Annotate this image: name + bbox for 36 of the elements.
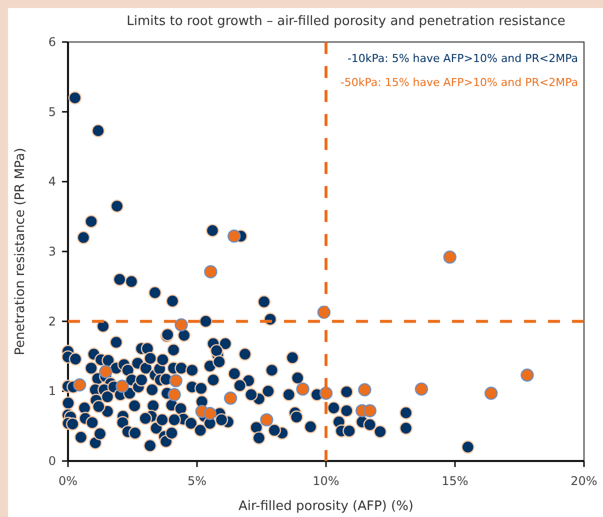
point — [363, 404, 376, 418]
point — [260, 413, 274, 426]
x-tick-label: 15% — [442, 474, 468, 488]
point — [204, 265, 218, 278]
point — [174, 318, 188, 332]
point — [443, 250, 456, 264]
y-tick-label: 5 — [48, 104, 56, 119]
text: -50kPa: 15% have AFP>10% and PR<2MPa — [340, 76, 578, 89]
y-tick-label: 4 — [48, 174, 56, 189]
point — [414, 382, 428, 396]
point — [296, 382, 310, 396]
point — [99, 365, 112, 378]
point — [484, 386, 498, 400]
y-tick-label: 6 — [48, 35, 56, 49]
point — [168, 388, 181, 402]
y-tick-label: 2 — [48, 314, 56, 328]
point — [73, 378, 86, 392]
x-tick-label: 20% — [570, 474, 598, 488]
y-axis-title: Penetration resistance (PR MPa) — [13, 148, 28, 356]
y-tick-label: 0 — [48, 454, 56, 468]
y-tick-label: 3 — [48, 244, 56, 258]
x-axis-title: Air-filled porosity (AFP) (%) — [238, 499, 414, 514]
y-tick-label: 1 — [48, 384, 56, 398]
x-tick-label: 5% — [187, 474, 207, 488]
x-tick-label: 10% — [312, 474, 340, 488]
point — [520, 368, 534, 382]
point — [228, 230, 241, 243]
point — [203, 406, 216, 420]
x-tick-label: 0% — [58, 474, 78, 488]
chart-title: Limits to root growth – air-filled porosity and penetration resistance — [126, 14, 566, 29]
point — [319, 386, 333, 400]
text: -10kPa: 5% have AFP>10% and PR<2MPa — [347, 52, 578, 65]
point — [358, 383, 372, 396]
point — [169, 374, 182, 388]
point — [224, 392, 238, 405]
point — [116, 380, 129, 393]
